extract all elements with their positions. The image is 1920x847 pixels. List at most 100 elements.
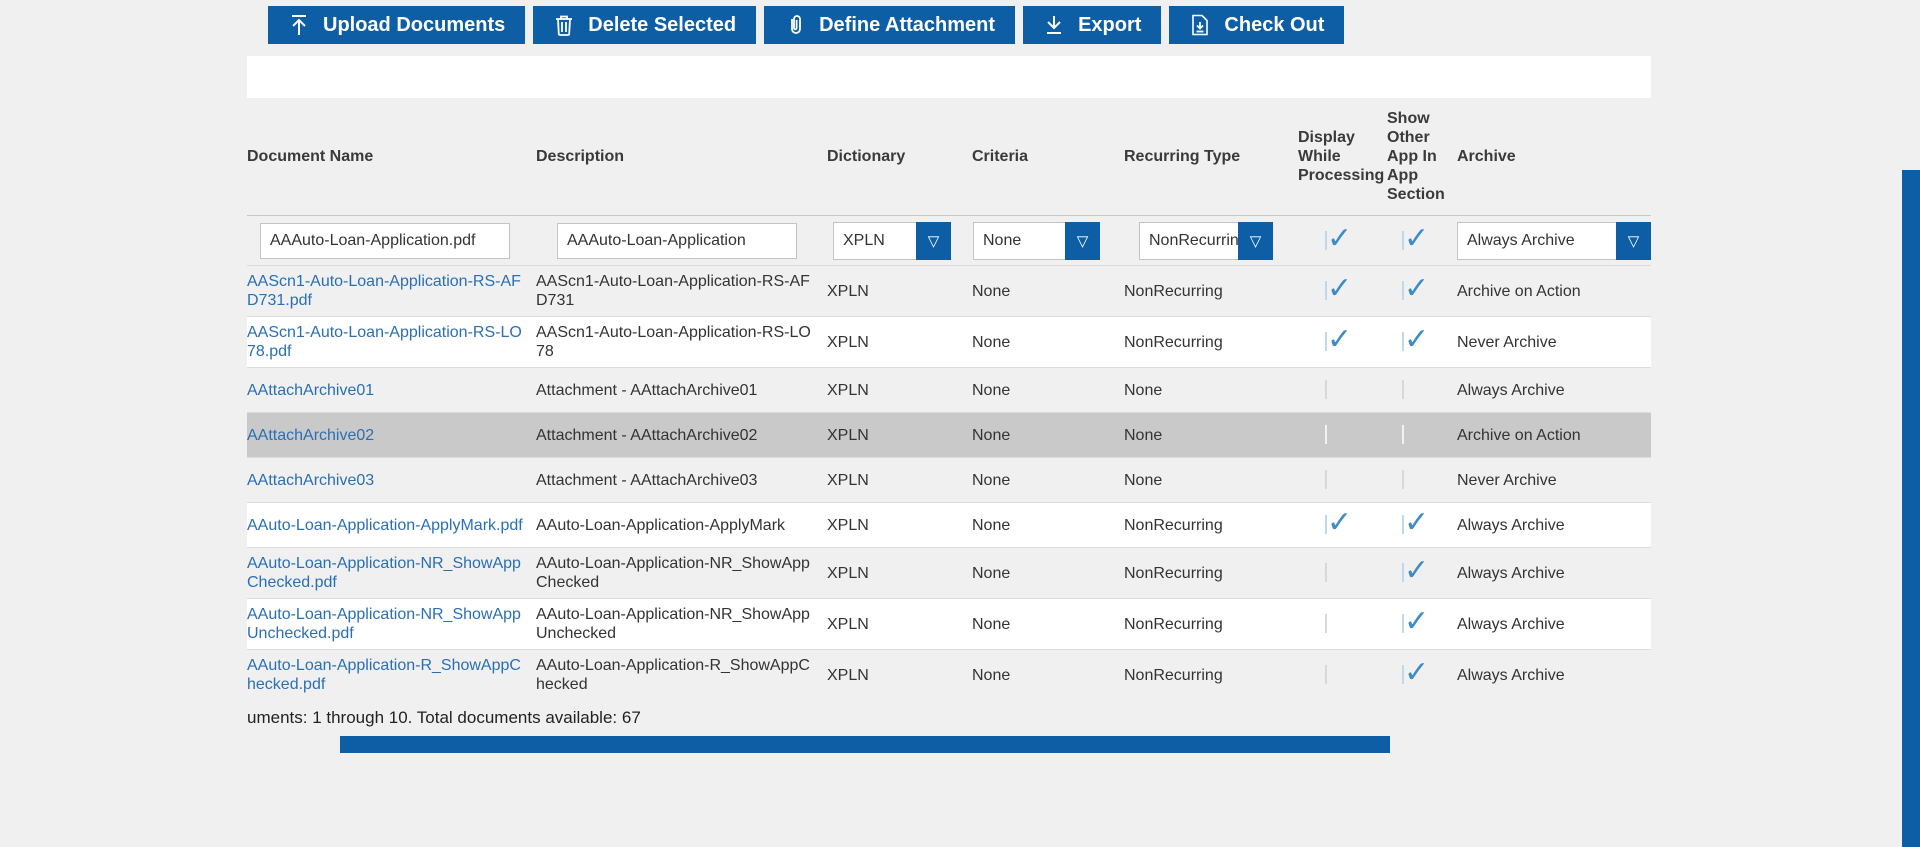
dictionary-cell: XPLN (827, 333, 869, 351)
document-name-link[interactable]: AAuto-Loan-Application-NR_ShowAppChecked… (247, 555, 521, 591)
description-cell: Attachment - AAttachArchive02 (536, 426, 758, 444)
criteria-cell: None (972, 426, 1011, 444)
table-row[interactable]: AAuto-Loan-Application-ApplyMark.pdf AAu… (247, 502, 1651, 547)
archive-select[interactable]: Always Archive ▽ (1457, 221, 1651, 260)
document-name-link[interactable]: AAuto-Loan-Application-NR_ShowAppUncheck… (247, 606, 521, 642)
criteria-cell: None (972, 615, 1011, 633)
horizontal-scrollbar-thumb[interactable] (340, 736, 1390, 753)
document-name-link[interactable]: AAttachArchive01 (247, 381, 375, 399)
recurring-type-select[interactable]: NonRecurring ▽ (1139, 221, 1273, 260)
show-other-app-indicator (1402, 665, 1404, 684)
document-name-link[interactable]: AAttachArchive03 (247, 471, 375, 489)
criteria-select[interactable]: None ▽ (973, 221, 1100, 260)
document-name-link[interactable]: AAScn1-Auto-Loan-Application-RS-LO78.pdf (247, 324, 522, 360)
dictionary-select[interactable]: XPLN ▽ (833, 221, 951, 260)
dictionary-cell: XPLN (827, 471, 869, 489)
define-attachment-label: Define Attachment (819, 13, 996, 36)
recurring-type-cell: NonRecurring (1124, 282, 1223, 300)
archive-select-value: Always Archive (1467, 231, 1575, 249)
table-row[interactable]: AAuto-Loan-Application-R_ShowAppChecked.… (247, 649, 1651, 700)
display-while-processing-indicator (1325, 380, 1327, 399)
table-header-row: Document Name Description Dictionary Cri… (247, 98, 1651, 216)
edit-row: XPLN ▽ None ▽ NonRecurring ▽ (247, 216, 1651, 265)
archive-cell: Archive on Action (1457, 282, 1581, 300)
column-header-dictionary: Dictionary (827, 148, 906, 165)
show-other-app-indicator (1402, 380, 1404, 399)
document-name-link[interactable]: AAuto-Loan-Application-ApplyMark.pdf (247, 516, 523, 534)
recurring-type-dropdown-arrow-icon[interactable]: ▽ (1238, 221, 1273, 260)
show-other-app-checkbox[interactable] (1402, 230, 1404, 250)
show-other-app-indicator (1402, 425, 1404, 444)
trash-icon (553, 14, 575, 36)
recurring-type-cell: NonRecurring (1124, 615, 1223, 633)
delete-selected-button[interactable]: Delete Selected (533, 6, 757, 44)
show-other-app-indicator (1402, 470, 1404, 489)
criteria-cell: None (972, 333, 1011, 351)
archive-dropdown-arrow-icon[interactable]: ▽ (1616, 221, 1651, 260)
display-while-processing-checkbox[interactable] (1325, 230, 1327, 250)
table-row[interactable]: AAScn1-Auto-Loan-Application-RS-LO78.pdf… (247, 316, 1651, 367)
column-header-criteria: Criteria (972, 148, 1029, 165)
criteria-select-value: None (983, 231, 1022, 249)
check-out-button[interactable]: Check Out (1169, 6, 1345, 44)
dictionary-cell: XPLN (827, 615, 869, 633)
display-while-processing-indicator (1325, 425, 1327, 444)
table-row[interactable]: AAttachArchive03 Attachment - AAttachArc… (247, 457, 1651, 502)
description-cell: Attachment - AAttachArchive03 (536, 471, 758, 489)
upload-icon (288, 14, 310, 36)
criteria-cell: None (972, 471, 1011, 489)
description-cell: AAuto-Loan-Application-ApplyMark (536, 516, 786, 534)
show-other-app-indicator (1402, 332, 1404, 351)
criteria-cell: None (972, 516, 1011, 534)
criteria-cell: None (972, 666, 1011, 684)
description-cell: AAuto-Loan-Application-NR_ShowAppUncheck… (536, 606, 810, 642)
table-row[interactable]: AAScn1-Auto-Loan-Application-RS-AFD731.p… (247, 265, 1651, 316)
dictionary-dropdown-arrow-icon[interactable]: ▽ (916, 221, 951, 260)
dictionary-cell: XPLN (827, 564, 869, 582)
document-name-link[interactable]: AAuto-Loan-Application-R_ShowAppChecked.… (247, 657, 521, 693)
dictionary-cell: XPLN (827, 381, 869, 399)
vertical-scrollbar-thumb[interactable] (1902, 170, 1920, 847)
table-row[interactable]: AAttachArchive01 Attachment - AAttachArc… (247, 367, 1651, 412)
criteria-dropdown-arrow-icon[interactable]: ▽ (1065, 221, 1100, 260)
dictionary-cell: XPLN (827, 516, 869, 534)
column-header-document-name: Document Name (247, 148, 374, 165)
export-icon (1043, 14, 1065, 36)
archive-cell: Never Archive (1457, 471, 1557, 489)
paperclip-icon (784, 14, 806, 36)
table-body: AAScn1-Auto-Loan-Application-RS-AFD731.p… (247, 265, 1651, 700)
description-cell: AAScn1-Auto-Loan-Application-RS-AFD731 (536, 273, 810, 309)
panel-header-bar (247, 56, 1651, 98)
archive-cell: Always Archive (1457, 564, 1565, 582)
recurring-type-cell: None (1124, 381, 1163, 399)
check-out-document-icon (1189, 14, 1211, 36)
display-while-processing-indicator (1325, 281, 1327, 300)
table-row[interactable]: AAuto-Loan-Application-NR_ShowAppChecked… (247, 547, 1651, 598)
archive-cell: Always Archive (1457, 516, 1565, 534)
documents-count-summary: uments: 1 through 10. Total documents av… (247, 708, 641, 727)
table-row[interactable]: AAuto-Loan-Application-NR_ShowAppUncheck… (247, 598, 1651, 649)
description-cell: AAuto-Loan-Application-NR_ShowAppChecked (536, 555, 810, 591)
dictionary-cell: XPLN (827, 666, 869, 684)
table-row[interactable]: AAttachArchive02 Attachment - AAttachArc… (247, 412, 1651, 457)
recurring-type-cell: NonRecurring (1124, 516, 1223, 534)
documents-panel: Document Name Description Dictionary Cri… (247, 56, 1651, 700)
archive-cell: Always Archive (1457, 615, 1565, 633)
criteria-cell: None (972, 282, 1011, 300)
document-name-input[interactable] (260, 222, 510, 259)
recurring-type-cell: NonRecurring (1124, 333, 1223, 351)
display-while-processing-indicator (1325, 665, 1327, 684)
show-other-app-indicator (1402, 281, 1404, 300)
show-other-app-indicator (1402, 614, 1404, 633)
criteria-cell: None (972, 564, 1011, 582)
export-button[interactable]: Export (1023, 6, 1162, 44)
description-input[interactable] (557, 222, 797, 259)
column-header-display-while-processing: Display While Processing (1298, 129, 1385, 184)
document-name-link[interactable]: AAttachArchive02 (247, 426, 375, 444)
upload-documents-button[interactable]: Upload Documents (268, 6, 526, 44)
define-attachment-button[interactable]: Define Attachment (764, 6, 1016, 44)
document-name-link[interactable]: AAScn1-Auto-Loan-Application-RS-AFD731.p… (247, 273, 521, 309)
column-header-archive: Archive (1457, 148, 1516, 165)
display-while-processing-indicator (1325, 563, 1327, 582)
